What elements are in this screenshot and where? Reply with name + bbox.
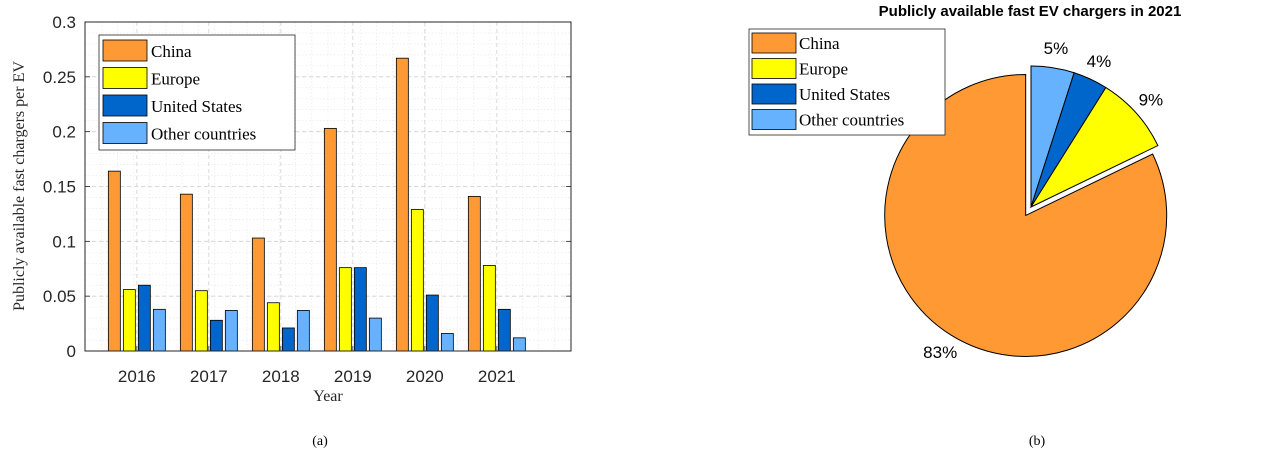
bar-legend: China Europe United States Other countries xyxy=(98,34,296,151)
pie-chart-panel: Publicly available fast EV chargers in 2… xyxy=(748,3,1182,449)
bar-marks xyxy=(107,57,526,352)
bar-x-tick-label: 2016 xyxy=(118,367,156,386)
bar-china-2018 xyxy=(251,237,265,352)
bar-united-states-2021 xyxy=(497,308,511,352)
bar-legend-swatch xyxy=(102,39,148,62)
bar-y-tick-label: 0.25 xyxy=(43,68,76,87)
bar-other-countries-2021 xyxy=(512,337,526,352)
bar-other-countries-2020 xyxy=(440,333,454,352)
bar-china-2020 xyxy=(395,57,409,352)
pie-labels: 5% 4% 9% 83% xyxy=(923,39,1163,362)
bar-legend-swatch xyxy=(102,122,148,144)
bar-united-states-2017 xyxy=(209,319,223,352)
bar-x-ticks: 2016 2017 2018 2019 2020 2021 xyxy=(118,346,516,386)
bar-united-states-2019 xyxy=(353,267,367,352)
bar-other-countries-2018 xyxy=(296,310,310,352)
bar-y-ticks: 0 0.05 0.1 0.15 0.2 0.25 0.3 xyxy=(43,13,571,361)
bar-europe-2021 xyxy=(482,265,496,352)
pie-legend-swatch xyxy=(751,109,797,130)
pie-legend-swatch xyxy=(751,83,797,105)
pie-title: Publicly available fast EV chargers in 2… xyxy=(879,3,1182,20)
bar-china-2021 xyxy=(467,195,481,352)
bar-x-tick-label: 2017 xyxy=(190,367,228,386)
bar-x-tick-label: 2021 xyxy=(478,367,516,386)
pie-percent-label: 9% xyxy=(1139,91,1164,110)
pie-percent-label: 5% xyxy=(1044,39,1069,58)
panel-a-label: (a) xyxy=(312,434,328,449)
pie-legend-label: Europe xyxy=(799,60,848,79)
bar-china-2019 xyxy=(323,127,337,352)
bar-y-tick-label: 0.15 xyxy=(43,178,76,197)
bar-europe-2019 xyxy=(338,267,352,352)
bar-y-tick-label: 0.05 xyxy=(43,287,76,306)
panel-b-label: (b) xyxy=(1029,434,1046,449)
bar-other-countries-2019 xyxy=(368,317,382,352)
pie-legend: China Europe United States Other countries xyxy=(748,28,946,136)
bar-legend-label: China xyxy=(151,42,192,61)
bar-other-countries-2017 xyxy=(224,310,238,352)
pie-percent-label: 4% xyxy=(1087,52,1112,71)
bar-x-axis-label: Year xyxy=(313,388,343,405)
pie-legend-label: China xyxy=(799,34,840,53)
bar-europe-2017 xyxy=(194,290,208,352)
pie-slice-europe xyxy=(1029,86,1159,209)
bar-x-tick-label: 2020 xyxy=(406,367,444,386)
bar-legend-label: Other countries xyxy=(151,125,256,144)
bar-chart-panel: 00.050.10.150.20.250.3 2016 2017 2018 2019 2… xyxy=(11,13,572,449)
bar-x-tick-label: 2019 xyxy=(334,367,372,386)
bar-europe-2020 xyxy=(410,209,424,352)
bar-china-2016 xyxy=(107,170,121,352)
bar-legend-swatch xyxy=(102,67,148,89)
bar-y-tick-label: 0.1 xyxy=(52,232,76,251)
bar-y-axis-label: Publicly available fast chargers per EV xyxy=(11,61,28,311)
bar-y-tick-label: 0.3 xyxy=(52,13,76,32)
bar-united-states-2020 xyxy=(425,294,439,352)
bar-united-states-2016 xyxy=(137,284,151,352)
bar-legend-label: United States xyxy=(151,97,242,116)
bar-europe-2016 xyxy=(122,289,136,352)
bar-legend-swatch xyxy=(102,94,148,117)
pie-legend-label: United States xyxy=(799,85,890,104)
pie-percent-label: 83% xyxy=(923,343,957,362)
bar-china-2017 xyxy=(179,193,193,352)
pie-legend-swatch xyxy=(751,58,797,79)
pie-legend-label: Other countries xyxy=(799,111,904,130)
bar-y-tick-label: 0.2 xyxy=(52,123,76,142)
bar-y-tick-label: 0 xyxy=(67,342,76,361)
pie-slices xyxy=(884,65,1168,357)
bar-united-states-2018 xyxy=(281,327,295,352)
pie-legend-swatch xyxy=(751,32,797,54)
bar-legend-label: Europe xyxy=(151,70,200,89)
bar-other-countries-2016 xyxy=(152,308,166,352)
bar-x-tick-label: 2018 xyxy=(262,367,300,386)
bar-europe-2018 xyxy=(266,302,280,352)
